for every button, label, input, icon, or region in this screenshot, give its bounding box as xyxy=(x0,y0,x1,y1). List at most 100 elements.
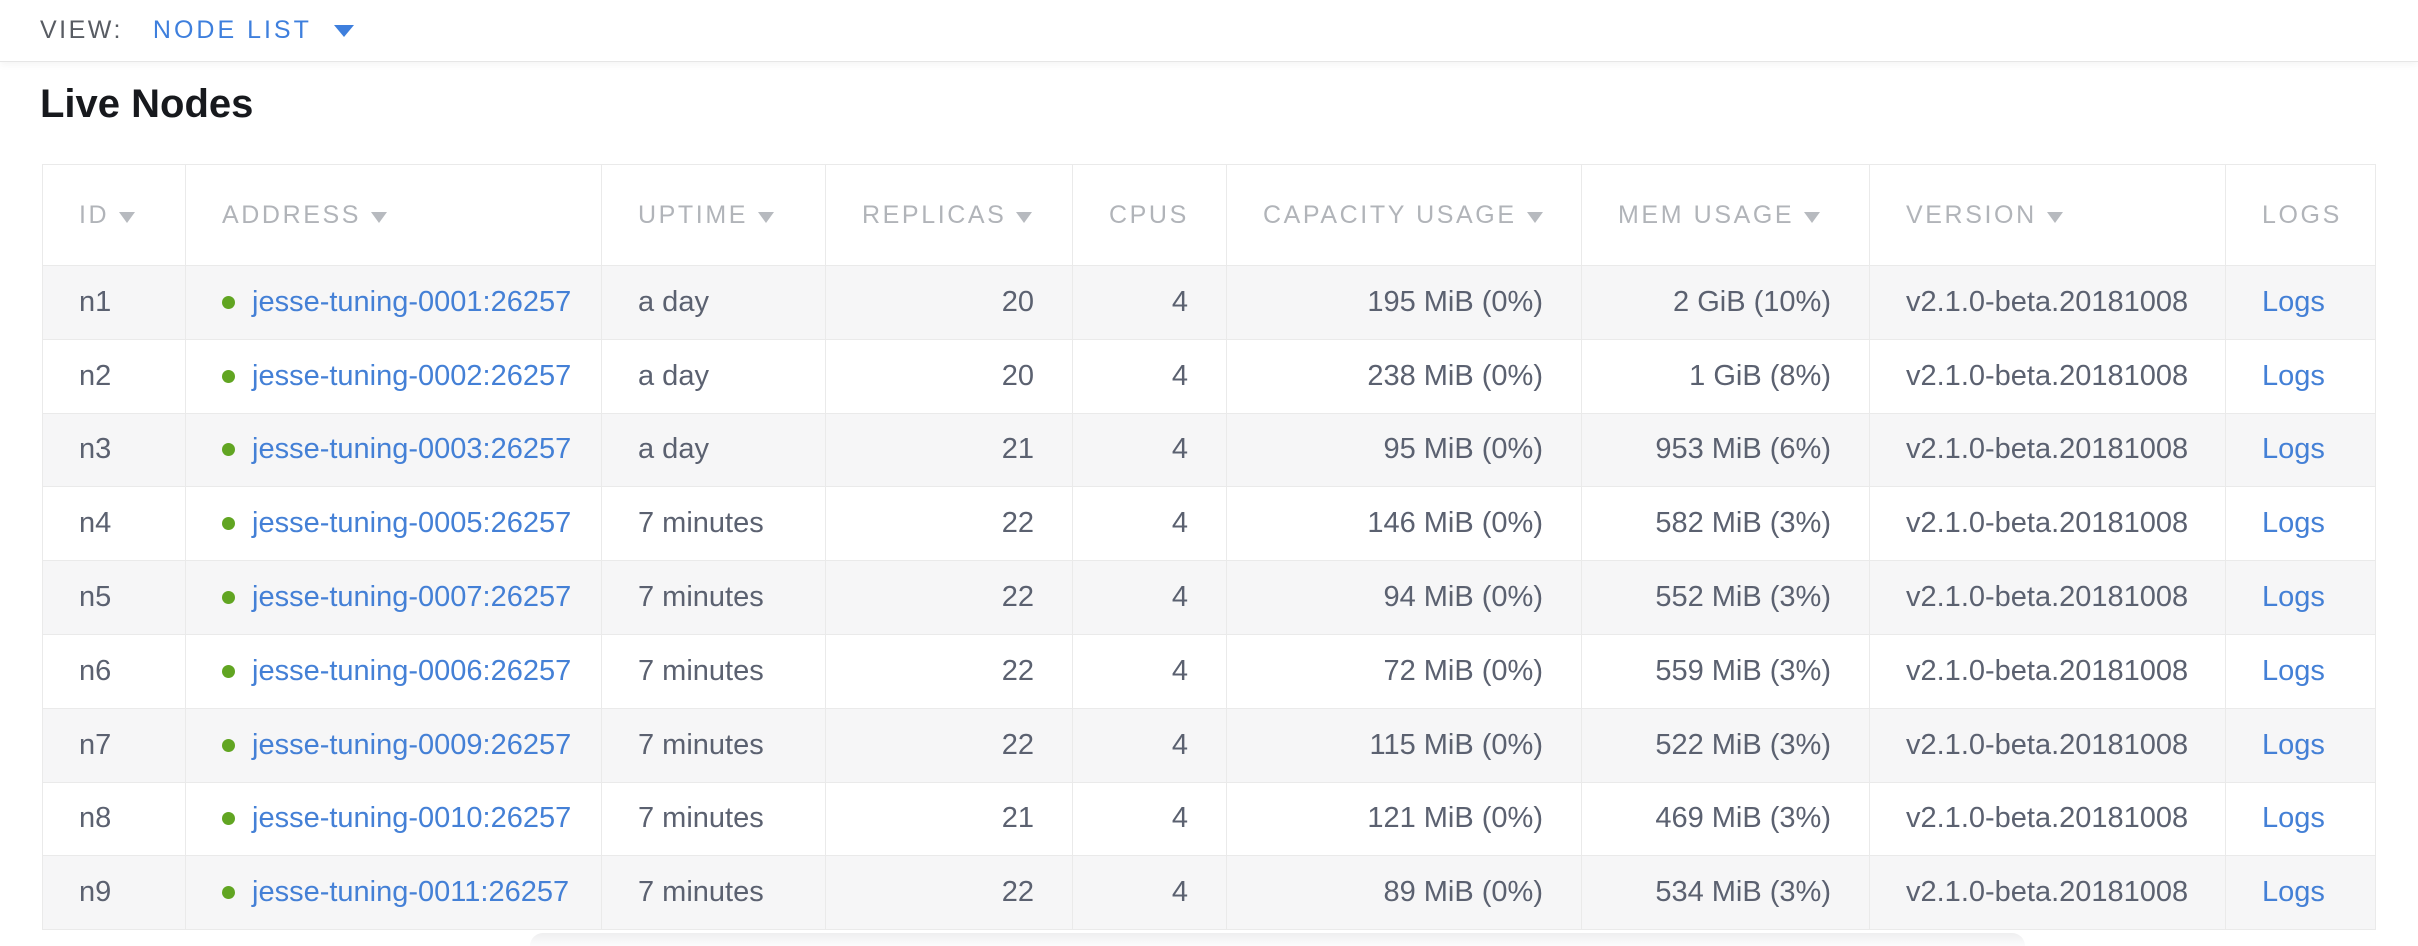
node-live-status-icon xyxy=(222,664,235,678)
node-logs-link[interactable]: Logs xyxy=(2262,285,2325,318)
chevron-down-icon xyxy=(333,24,354,37)
table-row: n7 jesse-tuning-0009:26257 7 minutes 22 4 115… xyxy=(42,707,2376,783)
node-address-link[interactable]: jesse-tuning-0010:26257 xyxy=(252,802,572,835)
capacity-cell: 94 MiB (0%) xyxy=(1226,560,1582,635)
address-cell: jesse-tuning-0002:26257 xyxy=(185,338,602,414)
uptime-cell: 7 minutes xyxy=(601,781,826,857)
address-cell: jesse-tuning-0006:26257 xyxy=(185,633,602,709)
uptime-cell: 7 minutes xyxy=(601,560,826,635)
column-header-label: CAPACITY USAGE xyxy=(1263,200,1517,229)
node-address-link[interactable]: jesse-tuning-0005:26257 xyxy=(252,507,572,540)
mem-cell: 1 GiB (8%) xyxy=(1581,338,1870,414)
live-nodes-table-container: ID ADDRESS UPTIME REPLICAS CPUS CAPACITY USAG… xyxy=(42,164,2376,931)
column-header-label: ID xyxy=(79,200,110,229)
next-section-card-edge xyxy=(530,933,2025,946)
version-cell: v2.1.0-beta.20181008 xyxy=(1869,265,2226,340)
node-logs-link[interactable]: Logs xyxy=(2262,728,2325,761)
column-header-label: LOGS xyxy=(2262,200,2342,229)
capacity-cell: 89 MiB (0%) xyxy=(1226,855,1582,931)
view-selector-dropdown[interactable]: NODE LIST xyxy=(153,16,354,45)
address-cell: jesse-tuning-0003:26257 xyxy=(185,412,602,488)
address-cell: jesse-tuning-0005:26257 xyxy=(185,486,602,562)
cpus-cell: 4 xyxy=(1072,265,1227,340)
cpus-cell: 4 xyxy=(1072,781,1227,857)
node-logs-link[interactable]: Logs xyxy=(2262,433,2325,466)
mem-cell: 534 MiB (3%) xyxy=(1581,855,1870,931)
view-selected-value: NODE LIST xyxy=(152,16,312,44)
column-header-version[interactable]: VERSION xyxy=(1869,164,2226,266)
uptime-cell: a day xyxy=(601,265,826,340)
node-address-link[interactable]: jesse-tuning-0011:26257 xyxy=(252,876,570,909)
capacity-cell: 195 MiB (0%) xyxy=(1226,265,1582,340)
mem-cell: 522 MiB (3%) xyxy=(1581,707,1870,783)
column-header-label: UPTIME xyxy=(638,200,749,229)
node-live-status-icon xyxy=(222,295,235,309)
replicas-cell: 22 xyxy=(825,707,1073,783)
node-live-status-icon xyxy=(222,886,235,900)
mem-cell: 469 MiB (3%) xyxy=(1581,781,1870,857)
column-header-mem[interactable]: MEM USAGE xyxy=(1581,164,1870,266)
column-header-capacity[interactable]: CAPACITY USAGE xyxy=(1226,164,1582,266)
replicas-cell: 21 xyxy=(825,412,1073,488)
replicas-cell: 22 xyxy=(825,633,1073,709)
node-logs-link[interactable]: Logs xyxy=(2262,581,2325,614)
replicas-cell: 22 xyxy=(825,486,1073,562)
address-cell: jesse-tuning-0007:26257 xyxy=(185,560,602,635)
sort-desc-icon xyxy=(1526,211,1543,223)
id-cell: n5 xyxy=(42,560,186,635)
node-logs-link[interactable]: Logs xyxy=(2262,802,2325,835)
view-label: VIEW: xyxy=(40,16,123,44)
replicas-cell: 22 xyxy=(825,855,1073,931)
id-cell: n2 xyxy=(42,338,186,414)
table-row: n2 jesse-tuning-0002:26257 a day 20 4 238 MiB… xyxy=(42,338,2376,414)
uptime-cell: a day xyxy=(601,412,826,488)
table-row: n5 jesse-tuning-0007:26257 7 minutes 22 4 94 … xyxy=(42,560,2376,635)
table-row: n9 jesse-tuning-0011:26257 7 minutes 22 4 89 … xyxy=(42,855,2376,931)
cpus-cell: 4 xyxy=(1072,633,1227,709)
table-body: n1 jesse-tuning-0001:26257 a day 20 4 195 MiB… xyxy=(42,265,2376,931)
node-live-status-icon xyxy=(222,369,235,383)
column-header-address[interactable]: ADDRESS xyxy=(185,164,602,266)
sort-desc-icon xyxy=(1804,211,1821,223)
node-address-link[interactable]: jesse-tuning-0003:26257 xyxy=(252,433,572,466)
capacity-cell: 115 MiB (0%) xyxy=(1226,707,1582,783)
mem-cell: 582 MiB (3%) xyxy=(1581,486,1870,562)
cpus-cell: 4 xyxy=(1072,486,1227,562)
logs-cell: Logs xyxy=(2225,486,2376,562)
column-header-label: CPUS xyxy=(1109,200,1189,229)
node-logs-link[interactable]: Logs xyxy=(2262,359,2325,392)
capacity-cell: 146 MiB (0%) xyxy=(1226,486,1582,562)
node-address-link[interactable]: jesse-tuning-0009:26257 xyxy=(252,728,572,761)
node-address-link[interactable]: jesse-tuning-0001:26257 xyxy=(252,285,572,318)
column-header-uptime[interactable]: UPTIME xyxy=(601,164,826,266)
id-cell: n4 xyxy=(42,486,186,562)
mem-cell: 2 GiB (10%) xyxy=(1581,265,1870,340)
logs-cell: Logs xyxy=(2225,707,2376,783)
column-header-id[interactable]: ID xyxy=(42,164,186,266)
uptime-cell: 7 minutes xyxy=(601,707,826,783)
sort-desc-icon xyxy=(119,211,136,223)
node-address-link[interactable]: jesse-tuning-0007:26257 xyxy=(252,581,572,614)
logs-cell: Logs xyxy=(2225,265,2376,340)
replicas-cell: 20 xyxy=(825,265,1073,340)
sort-desc-icon xyxy=(758,211,775,223)
version-cell: v2.1.0-beta.20181008 xyxy=(1869,781,2226,857)
logs-cell: Logs xyxy=(2225,412,2376,488)
node-address-link[interactable]: jesse-tuning-0002:26257 xyxy=(252,359,572,392)
view-bar: VIEW: NODE LIST xyxy=(0,0,2418,62)
column-header-label: ADDRESS xyxy=(222,200,362,229)
column-header-replicas[interactable]: REPLICAS xyxy=(825,164,1073,266)
node-live-status-icon xyxy=(222,591,235,605)
node-logs-link[interactable]: Logs xyxy=(2262,507,2325,540)
node-live-status-icon xyxy=(222,812,235,826)
logs-cell: Logs xyxy=(2225,560,2376,635)
node-logs-link[interactable]: Logs xyxy=(2262,876,2325,909)
version-cell: v2.1.0-beta.20181008 xyxy=(1869,412,2226,488)
column-header-label: REPLICAS xyxy=(862,200,1007,229)
live-nodes-table: ID ADDRESS UPTIME REPLICAS CPUS CAPACITY USAG… xyxy=(42,164,2376,931)
capacity-cell: 238 MiB (0%) xyxy=(1226,338,1582,414)
node-logs-link[interactable]: Logs xyxy=(2262,654,2325,687)
node-address-link[interactable]: jesse-tuning-0006:26257 xyxy=(252,654,572,687)
column-header-cpus: CPUS xyxy=(1072,164,1227,266)
address-cell: jesse-tuning-0010:26257 xyxy=(185,781,602,857)
